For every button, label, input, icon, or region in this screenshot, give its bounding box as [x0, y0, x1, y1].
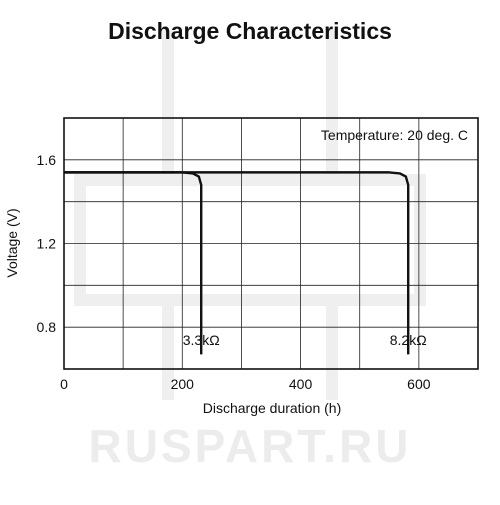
- x-tick-label: 200: [171, 376, 195, 392]
- watermark: RUSPART.RU: [74, 30, 426, 472]
- chart-title: Discharge Characteristics: [108, 18, 392, 44]
- y-axis-label: Voltage (V): [4, 208, 20, 277]
- watermark-text: RUSPART.RU: [88, 420, 411, 472]
- temperature-annotation: Temperature: 20 deg. C: [321, 127, 468, 143]
- watermark-logo: [74, 30, 426, 400]
- y-tick-label: 1.6: [37, 152, 57, 168]
- x-tick-label: 0: [60, 376, 68, 392]
- series-labels: 3.3kΩ 8.2kΩ: [183, 332, 427, 348]
- x-axis-label: Discharge duration (h): [203, 400, 342, 416]
- series-line-2: [64, 171, 410, 355]
- plot-border: [63, 117, 479, 370]
- plot-frame: [63, 117, 479, 370]
- y-tick-label: 1.2: [37, 236, 57, 252]
- series-layer: [64, 171, 410, 355]
- tick-labels: 0 200 400 600 0.8 1.2 1.6: [37, 152, 431, 392]
- y-tick-label: 0.8: [37, 319, 57, 335]
- x-tick-label: 400: [289, 376, 313, 392]
- series-label-2: 8.2kΩ: [390, 332, 427, 348]
- series-label-1: 3.3kΩ: [183, 332, 220, 348]
- x-tick-label: 600: [407, 376, 431, 392]
